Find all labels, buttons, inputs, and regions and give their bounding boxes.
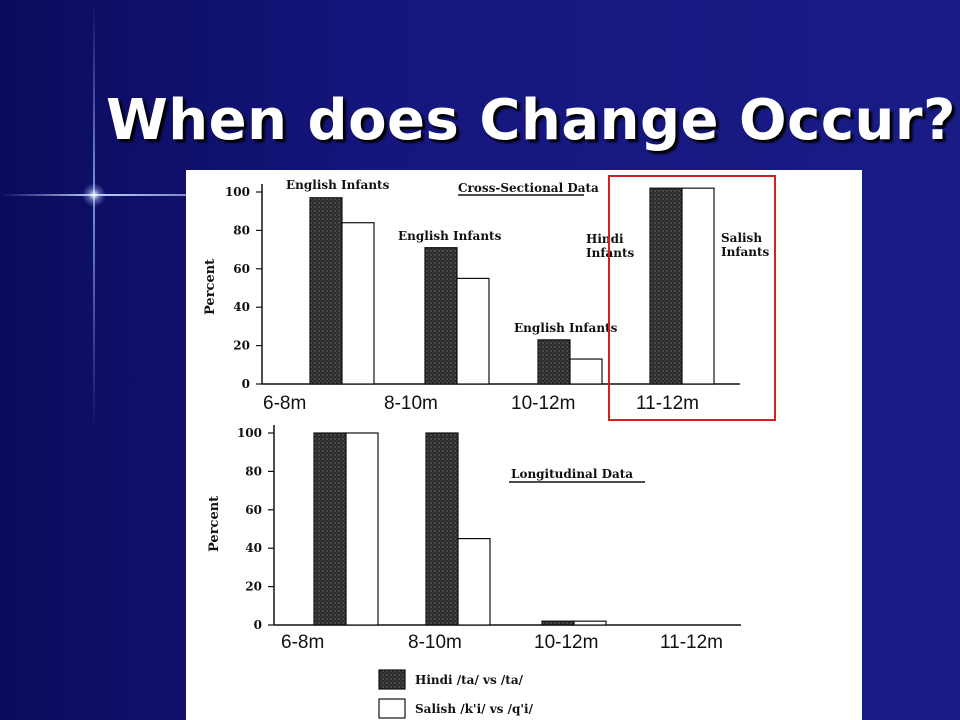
chart2-ytick-label: 0 xyxy=(254,618,262,632)
chart2-bar-salish-6-8m xyxy=(345,432,379,626)
chart2-ytick-label: 60 xyxy=(245,503,262,517)
chart1-annotation-salish-infants: Salish Infants xyxy=(721,231,770,259)
chart1-bar-hindi-11-12m xyxy=(649,187,683,385)
chart2-title: Longitudinal Data xyxy=(511,467,633,481)
chart1-group-label: English Infants xyxy=(514,321,618,335)
legend-label-salish: Salish /k'i/ vs /q'i/ xyxy=(415,702,534,716)
longitudinal-chart: Longitudinal Data Percent 0 20 40 60 80 100 6-… xyxy=(207,425,741,653)
chart1-group-label: English Infants xyxy=(398,229,502,243)
chart1-bar-hindi-10-12m xyxy=(537,339,571,385)
chart2-ytick-label: 20 xyxy=(245,580,262,594)
chart1-ytick-label: 60 xyxy=(233,262,250,276)
chart1-annotation-hindi-infants: Hindi Infants xyxy=(586,232,635,260)
chart1-age-label-11-12m: 11-12m xyxy=(636,393,699,414)
chart2-ytick-label: 80 xyxy=(245,464,262,478)
slide-title: When does Change Occur? xyxy=(106,88,956,153)
chart1-ytick-label: 0 xyxy=(242,377,250,391)
legend-label-hindi: Hindi /ta/ vs /ta/ xyxy=(415,673,524,687)
chart2-bar-hindi-10-12m xyxy=(541,620,575,626)
chart1-bar-salish-8-10m xyxy=(456,277,490,385)
scanned-figure: Cross-Sectional Data Percent Hindi Infant… xyxy=(186,170,862,720)
cross-sectional-chart: Cross-Sectional Data Percent Hindi Infant… xyxy=(203,178,770,414)
chart1-ytick-label: 100 xyxy=(225,185,250,199)
lens-flare-vertical xyxy=(93,0,95,720)
chart1-bar-salish-10-12m xyxy=(569,358,603,385)
chart2-ylabel: Percent xyxy=(207,496,222,552)
chart2-bar-hindi-8-10m xyxy=(425,432,459,626)
chart1-bar-hindi-6-8m xyxy=(309,197,343,385)
chart1-group-label: English Infants xyxy=(286,178,390,192)
chart1-age-label-10-12m: 10-12m xyxy=(511,393,575,414)
chart2-age-label-6-8m: 6-8m xyxy=(281,632,324,653)
chart1-ytick-label: 80 xyxy=(233,223,250,237)
chart2-bar-hindi-6-8m xyxy=(313,432,347,626)
chart1-ytick-label: 20 xyxy=(233,339,250,353)
chart1-bar-salish-11-12m xyxy=(681,187,715,385)
highlight-box-11-12m xyxy=(608,175,776,421)
chart1-ylabel: Percent xyxy=(203,259,218,315)
chart1-age-label-6-8m: 6-8m xyxy=(263,393,306,414)
legend: Hindi /ta/ vs /ta/ Salish /k'i/ vs /q'i/ xyxy=(378,669,534,719)
figure-svg: Cross-Sectional Data Percent Hindi Infant… xyxy=(203,175,776,719)
chart2-ytick-label: 100 xyxy=(237,426,262,440)
chart2-age-label-8-10m: 8-10m xyxy=(408,632,462,653)
chart1-bar-salish-6-8m xyxy=(341,222,375,385)
chart2-ytick-label: 40 xyxy=(245,541,262,555)
chart2-bar-salish-8-10m xyxy=(457,538,491,626)
chart2-age-label-10-12m: 10-12m xyxy=(534,632,598,653)
lens-flare-star xyxy=(82,183,106,207)
chart1-bar-hindi-8-10m xyxy=(424,247,458,385)
chart2-age-label-11-12m: 11-12m xyxy=(660,632,723,653)
legend-swatch-salish xyxy=(378,698,406,719)
chart1-age-label-8-10m: 8-10m xyxy=(384,393,438,414)
chart1-ytick-label: 40 xyxy=(233,300,250,314)
chart2-bar-salish-10-12m xyxy=(573,620,607,626)
chart1-title: Cross-Sectional Data xyxy=(458,181,599,195)
legend-swatch-hindi xyxy=(378,669,406,690)
